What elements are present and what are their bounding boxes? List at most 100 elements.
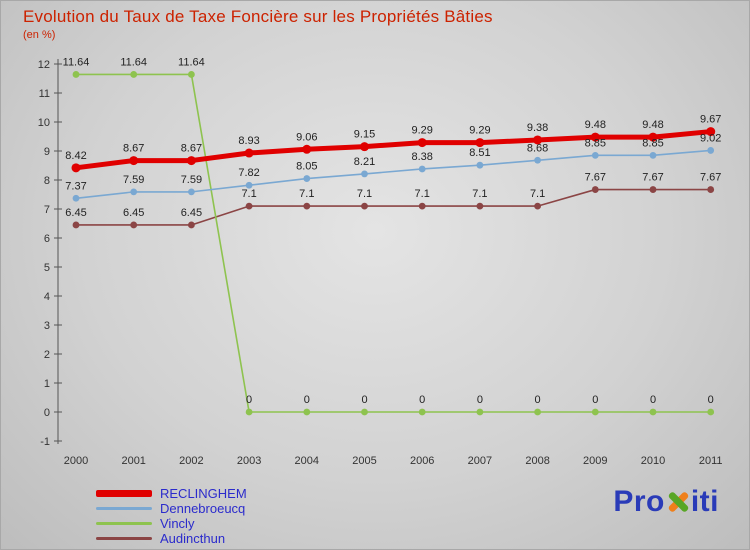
value-label-Vincly: 0 (304, 394, 310, 406)
x-tick-label: 2011 (699, 455, 723, 467)
y-tick-label: 12 (38, 59, 50, 71)
value-label-Audincthun: 7.1 (299, 188, 314, 200)
data-point-Vincly (476, 408, 484, 416)
data-point-Audincthun (707, 186, 715, 193)
y-tick-label: 11 (39, 88, 50, 100)
y-tick-label: 8 (44, 175, 50, 187)
proxiti-logo: Pro iti (613, 485, 719, 519)
value-label-Vincly: 0 (419, 394, 425, 406)
x-tick-label: 2004 (295, 455, 319, 467)
value-label-Vincly: 0 (535, 394, 541, 406)
data-point-Vincly (303, 408, 311, 416)
data-point-Audincthun (649, 186, 657, 193)
data-point-Dennebroeucq (591, 151, 599, 159)
value-label-RECLINGHEM: 8.67 (181, 143, 202, 155)
data-point-Audincthun (418, 202, 426, 210)
y-tick-label: 5 (44, 262, 50, 274)
y-tick-label: 4 (44, 291, 50, 303)
y-tick-label: 10 (38, 117, 50, 129)
value-label-Audincthun: 7.67 (585, 172, 606, 184)
x-tick-label: 2003 (237, 455, 261, 467)
x-tick-label: 2008 (525, 455, 549, 467)
value-label-Vincly: 0 (708, 394, 714, 406)
value-label-RECLINGHEM: 8.67 (123, 143, 144, 155)
y-tick-label: 9 (44, 146, 50, 158)
value-label-Dennebroeucq: 8.85 (642, 137, 663, 149)
data-point-Vincly (418, 408, 426, 416)
y-tick-label: 7 (44, 204, 50, 216)
value-label-Audincthun: 7.67 (642, 172, 663, 184)
data-point-Vincly (245, 408, 253, 416)
series-line-Dennebroeucq (75, 149, 712, 200)
value-label-Audincthun: 7.1 (357, 188, 372, 200)
legend-item-audincthun: Audincthun (96, 532, 247, 545)
value-label-Audincthun: 7.1 (472, 188, 487, 200)
x-tick-label: 2009 (583, 455, 607, 467)
data-point-Dennebroeucq (72, 194, 80, 202)
value-label-Vincly: 0 (650, 394, 656, 406)
data-point-Vincly (130, 71, 138, 78)
data-point-RECLINGHEM (129, 156, 139, 166)
x-tick-label: 2000 (64, 455, 88, 467)
value-label-Dennebroeucq: 9.02 (700, 132, 721, 144)
legend-label-reclinghem: RECLINGHEM (160, 486, 247, 501)
value-label-Audincthun: 6.45 (65, 207, 86, 219)
data-point-RECLINGHEM (186, 156, 196, 166)
value-label-Audincthun: 7.1 (530, 188, 545, 200)
value-label-RECLINGHEM: 9.29 (411, 125, 432, 137)
value-label-RECLINGHEM: 8.42 (65, 150, 86, 162)
data-point-Audincthun (188, 221, 195, 229)
value-label-Vincly: 0 (361, 394, 367, 406)
value-label-RECLINGHEM: 9.15 (354, 129, 375, 141)
value-label-Audincthun: 6.45 (181, 207, 202, 219)
data-point-Vincly (707, 408, 715, 416)
y-tick-label: 6 (44, 233, 50, 245)
data-point-Audincthun (476, 202, 484, 210)
x-tick-label: 2002 (179, 455, 203, 467)
data-point-Dennebroeucq (707, 147, 715, 154)
data-point-Dennebroeucq (130, 188, 138, 196)
data-point-Dennebroeucq (534, 156, 541, 164)
data-point-Audincthun (591, 186, 599, 193)
value-label-Dennebroeucq: 7.59 (181, 174, 202, 186)
value-label-Dennebroeucq: 8.51 (469, 147, 490, 159)
data-point-Audincthun (534, 202, 541, 210)
logo-text-pro: Pro (613, 485, 665, 518)
legend-swatch-vincly (96, 522, 152, 525)
y-tick-label: 1 (44, 378, 50, 390)
value-label-Vincly: 11.64 (178, 56, 205, 68)
data-point-RECLINGHEM (71, 163, 81, 173)
value-label-Vincly: 0 (592, 394, 598, 406)
data-point-Dennebroeucq (418, 165, 426, 173)
x-tick-label: 2007 (468, 455, 492, 467)
data-point-Vincly (534, 408, 541, 416)
data-point-RECLINGHEM (244, 148, 254, 158)
legend-label-vincly: Vincly (160, 516, 195, 531)
data-point-RECLINGHEM (417, 138, 427, 148)
series-line-Vincly (75, 73, 712, 413)
data-point-RECLINGHEM (302, 144, 312, 154)
x-tick-label: 2006 (410, 455, 434, 467)
data-point-RECLINGHEM (475, 138, 485, 148)
value-label-Vincly: 11.64 (120, 56, 147, 68)
legend-label-dennebroeucq: Dennebroeucq (160, 501, 246, 516)
data-point-Audincthun (303, 202, 311, 210)
data-point-RECLINGHEM (648, 132, 658, 142)
data-point-Vincly (188, 71, 195, 78)
data-point-Dennebroeucq (188, 188, 195, 196)
data-point-Dennebroeucq (245, 181, 253, 189)
value-label-Dennebroeucq: 7.59 (123, 174, 144, 186)
value-label-Dennebroeucq: 7.37 (65, 180, 86, 192)
x-tick-label: 2005 (352, 455, 376, 467)
value-label-RECLINGHEM: 9.48 (585, 119, 606, 131)
series-line-RECLINGHEM (73, 129, 714, 171)
y-tick-label: 2 (44, 349, 50, 361)
data-point-RECLINGHEM (533, 135, 543, 145)
value-label-Dennebroeucq: 7.82 (238, 167, 259, 179)
x-tick-label: 2010 (641, 455, 665, 467)
data-point-Audincthun (130, 221, 138, 229)
value-label-RECLINGHEM: 9.29 (469, 125, 490, 137)
chart-title: Evolution du Taux de Taxe Foncière sur l… (23, 7, 493, 26)
data-point-RECLINGHEM (706, 127, 716, 137)
